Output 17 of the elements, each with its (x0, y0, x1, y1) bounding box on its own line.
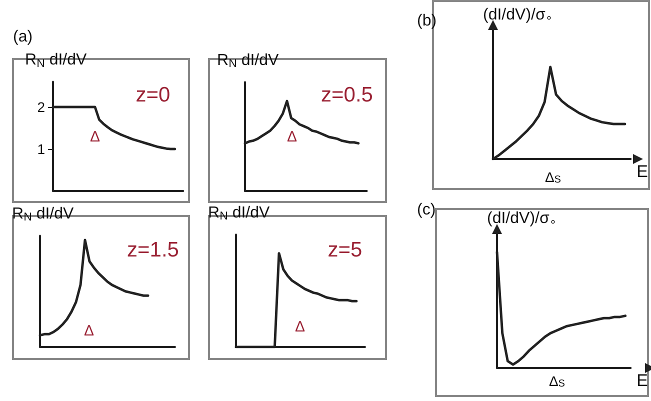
x-axis-title: E (636, 162, 648, 181)
y-tick-label: 2 (37, 99, 46, 115)
chart-title: (a) (13, 28, 33, 46)
annotation: z=0 (136, 84, 170, 106)
annotation: z=0.5 (321, 84, 373, 106)
annotation: Δ (84, 322, 94, 340)
chart-title: (c) (417, 202, 436, 218)
annotation: z=1.5 (127, 238, 179, 262)
annotation: Δ (90, 128, 100, 146)
y-axis-title: (dI/dV)/σ∘ (487, 210, 557, 228)
annotation: Δ (294, 318, 306, 336)
annotation: Δ (286, 128, 298, 146)
x-axis-title: E (636, 371, 648, 390)
chart-title: (b) (417, 12, 437, 30)
y-axis-title: (dI/dV)/σ∘ (483, 6, 553, 24)
y-tick-label: 1 (37, 141, 46, 157)
annotation: z=5 (328, 238, 362, 262)
